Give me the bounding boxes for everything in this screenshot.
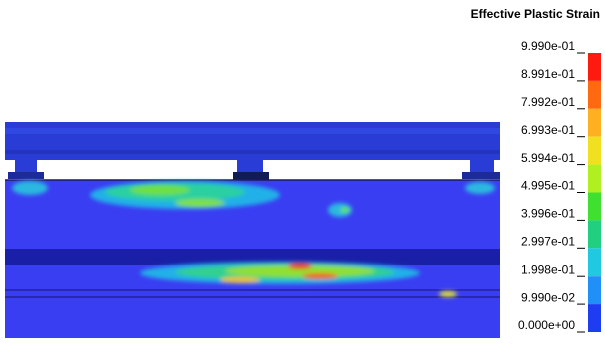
- simulation-view: Effective Plastic Strain 9.990e-01 8.991e…: [0, 0, 605, 345]
- legend-label: 0.000e+00: [518, 318, 575, 332]
- beam: [5, 122, 500, 160]
- model: [5, 122, 500, 338]
- legend-label: 2.997e-01: [521, 234, 575, 248]
- legend-label: 9.990e-01: [521, 39, 575, 53]
- legend-swatch: [588, 193, 601, 221]
- legend-swatch: [588, 137, 601, 165]
- legend-swatch: [588, 248, 601, 276]
- legend-swatch: [588, 81, 601, 109]
- legend-title: Effective Plastic Strain: [471, 7, 600, 21]
- legend-swatch: [588, 165, 601, 193]
- legend-label: 1.998e-01: [521, 262, 575, 276]
- legend-label: 8.991e-01: [521, 67, 575, 81]
- supports: [8, 158, 500, 180]
- legend-label: 6.993e-01: [521, 123, 575, 137]
- legend-label: 9.990e-02: [521, 290, 575, 304]
- legend-swatch: [588, 53, 601, 81]
- legend-swatch: [588, 276, 601, 304]
- legend-label: 4.995e-01: [521, 179, 575, 193]
- legend-label: 3.996e-01: [521, 207, 575, 221]
- legend-swatch: [588, 220, 601, 248]
- legend-swatch: [588, 304, 601, 332]
- legend-label: 5.994e-01: [521, 151, 575, 165]
- legend-label: 7.992e-01: [521, 95, 575, 109]
- legend-swatch: [588, 109, 601, 137]
